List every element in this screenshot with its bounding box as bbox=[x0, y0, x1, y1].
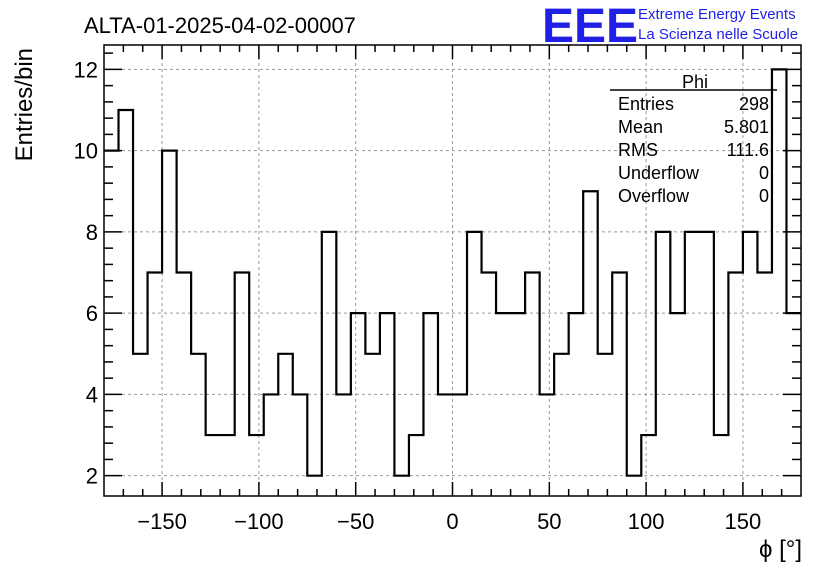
stats-label-overflow: Overflow bbox=[618, 186, 690, 206]
grid bbox=[104, 45, 801, 496]
stats-label-underflow: Underflow bbox=[618, 163, 700, 183]
x-tick-label: −100 bbox=[234, 509, 284, 534]
y-tick-label: 6 bbox=[86, 301, 98, 326]
x-tick-label: 100 bbox=[628, 509, 665, 534]
stats-label-rms: RMS bbox=[618, 140, 658, 160]
stats-value-mean: 5.801 bbox=[724, 117, 769, 137]
eee-logo-line2: La Scienza nelle Scuole bbox=[638, 26, 798, 43]
x-tick-label: −150 bbox=[137, 509, 187, 534]
eee-logo-mark: EEE bbox=[542, 0, 638, 53]
axis-ticks bbox=[104, 45, 801, 496]
eee-logo: EEE Extreme Energy Events La Scienza nel… bbox=[542, 0, 798, 53]
y-tick-label: 2 bbox=[86, 464, 98, 489]
stats-title: Phi bbox=[682, 72, 708, 92]
x-tick-label: 150 bbox=[725, 509, 762, 534]
stats-value-underflow: 0 bbox=[759, 163, 769, 183]
stats-box: Phi Entries 298 Mean 5.801 RMS 111.6 Und… bbox=[610, 72, 777, 206]
histogram-outline bbox=[104, 68, 801, 477]
x-tick-label: −50 bbox=[337, 509, 374, 534]
stats-label-mean: Mean bbox=[618, 117, 663, 137]
x-tick-label: 50 bbox=[537, 509, 561, 534]
stats-value-rms: 111.6 bbox=[727, 140, 769, 160]
tick-labels: −150 −100 −50 0 50 100 150 2 4 6 8 10 12 bbox=[74, 57, 762, 534]
y-axis-label: Entries/bin bbox=[11, 48, 38, 161]
x-axis-label: ϕ [°] bbox=[759, 536, 802, 563]
eee-logo-line1: Extreme Energy Events bbox=[638, 6, 796, 23]
stats-value-entries: 298 bbox=[739, 94, 769, 114]
stats-label-entries: Entries bbox=[618, 94, 674, 114]
x-tick-label: 0 bbox=[446, 509, 458, 534]
stats-value-overflow: 0 bbox=[759, 186, 769, 206]
chart-title: ALTA-01-2025-04-02-00007 bbox=[84, 13, 356, 38]
y-tick-label: 12 bbox=[74, 57, 98, 82]
y-tick-label: 10 bbox=[74, 139, 98, 164]
y-tick-label: 4 bbox=[86, 382, 98, 407]
y-tick-label: 8 bbox=[86, 220, 98, 245]
